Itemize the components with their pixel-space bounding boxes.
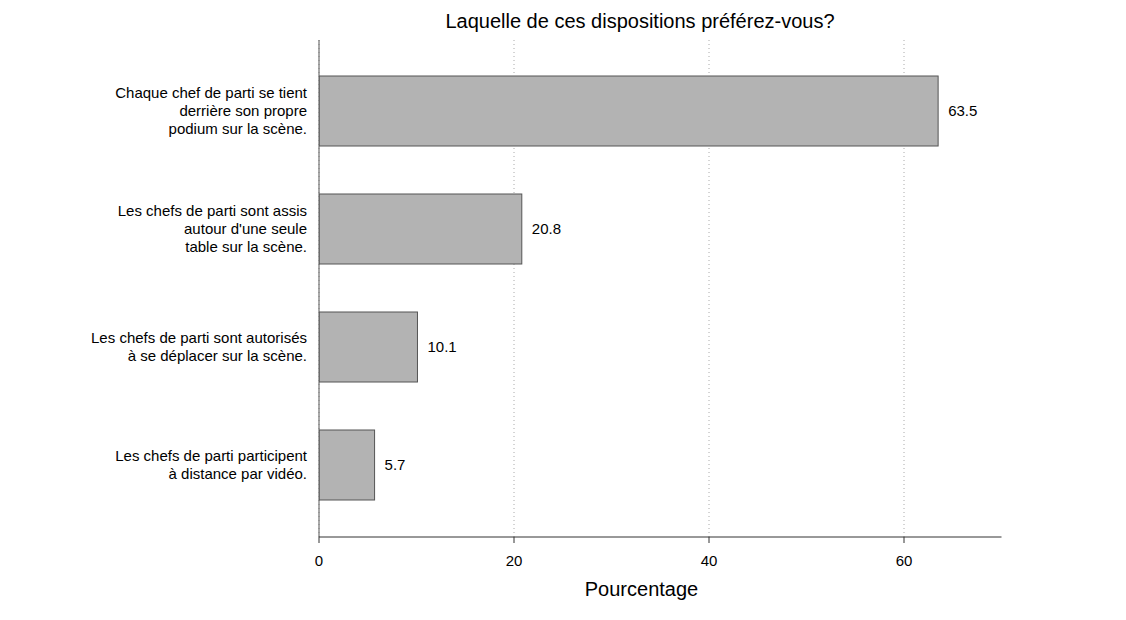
category-label-line: Les chefs de parti sont autorisés xyxy=(91,329,307,346)
tick-mark xyxy=(904,537,905,543)
tick-mark xyxy=(319,537,320,543)
tick-label: 60 xyxy=(896,552,913,569)
tick-label: 20 xyxy=(506,552,523,569)
x-axis xyxy=(319,537,1002,538)
data-label: 20.8 xyxy=(532,220,561,237)
category-label-line: Les chefs de parti sont assis xyxy=(118,202,307,219)
category-label: Les chefs de parti participentà distance… xyxy=(115,447,308,482)
bar xyxy=(319,312,417,382)
bar xyxy=(319,194,522,264)
category-label-line: table sur la scène. xyxy=(185,238,307,255)
tick-mark xyxy=(709,537,710,543)
data-label: 5.7 xyxy=(385,456,406,473)
category-label-line: derrière son propre xyxy=(179,102,307,119)
category-label: Les chefs de parti sont assisautour d'un… xyxy=(118,202,307,255)
category-label: Chaque chef de parti se tientderrière so… xyxy=(115,84,308,137)
tick-label: 0 xyxy=(315,552,323,569)
data-label: 63.5 xyxy=(948,102,977,119)
grid-line xyxy=(319,40,320,537)
chart: Laquelle de ces dispositions préférez-vo… xyxy=(0,0,1126,620)
category-label-line: Chaque chef de parti se tient xyxy=(115,84,308,101)
bar xyxy=(319,430,375,500)
category-label-line: podium sur la scène. xyxy=(169,120,307,137)
category-label-line: à se déplacer sur la scène. xyxy=(128,347,307,364)
data-label: 10.1 xyxy=(427,338,456,355)
x-axis-label: Pourcentage xyxy=(585,578,698,600)
category-label-line: autour d'une seule xyxy=(184,220,307,237)
background xyxy=(0,0,1126,620)
tick-label: 40 xyxy=(701,552,718,569)
category-label-line: à distance par vidéo. xyxy=(169,465,307,482)
category-label-line: Les chefs de parti participent xyxy=(115,447,308,464)
title: Laquelle de ces dispositions préférez-vo… xyxy=(445,10,834,32)
category-label: Les chefs de parti sont autorisésà se dé… xyxy=(91,329,307,364)
bars xyxy=(319,76,938,500)
y-axis xyxy=(319,40,320,537)
bar xyxy=(319,76,938,146)
tick-mark xyxy=(514,537,515,543)
